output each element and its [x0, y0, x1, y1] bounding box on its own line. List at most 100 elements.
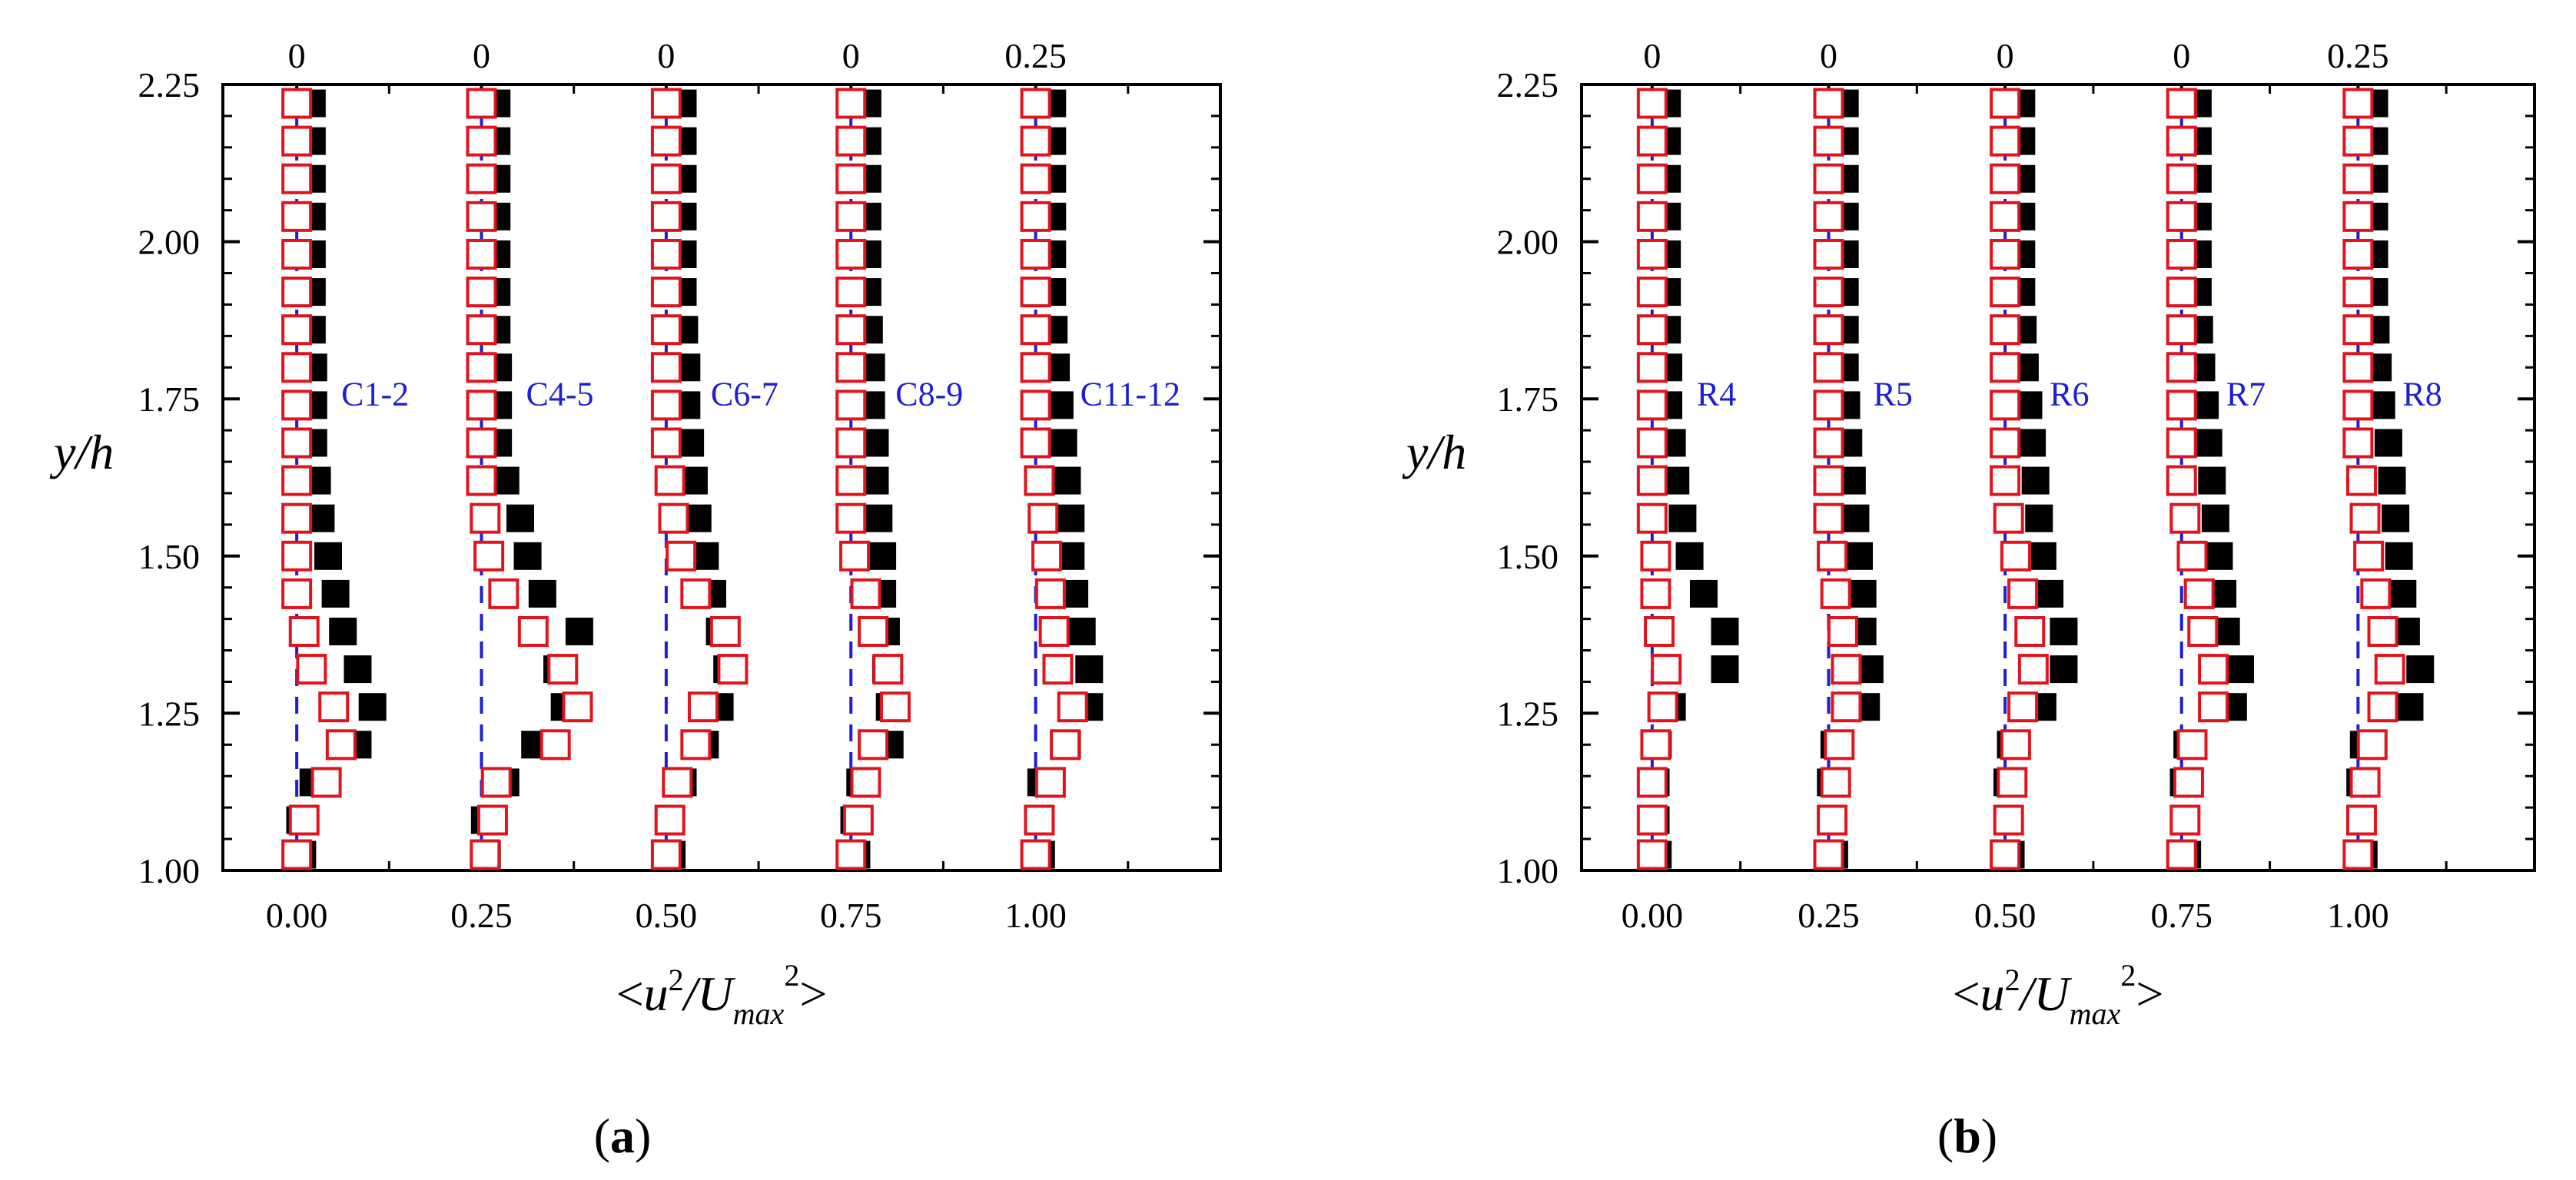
simulated-point: [517, 616, 549, 648]
simulated-point: [2166, 427, 2197, 459]
top-tick-label: 0: [1997, 36, 2014, 75]
simulated-point: [1820, 578, 1851, 609]
measured-point: [2201, 504, 2229, 532]
simulated-point: [1020, 163, 1051, 194]
simulated-point: [1997, 767, 2028, 798]
simulated-point: [1827, 616, 1858, 648]
measured-point: [1075, 655, 1104, 684]
simulated-point: [650, 201, 682, 232]
x-tick-label: 1.00: [1004, 896, 1067, 935]
panel-label-paren: (: [594, 1109, 610, 1163]
simulated-point: [835, 88, 867, 119]
station-label: C6-7: [711, 375, 778, 413]
simulated-point: [488, 578, 520, 609]
panel-label-paren: ): [635, 1109, 651, 1163]
x-axis-label-part: max: [733, 996, 785, 1031]
top-tick-label: 0.25: [1004, 36, 1067, 75]
measured-point: [1675, 542, 1704, 570]
measured-point: [1057, 504, 1085, 532]
simulated-point: [2183, 578, 2215, 609]
simulated-point: [1640, 729, 1671, 761]
simulated-point: [1813, 352, 1844, 383]
simulated-point: [2166, 277, 2197, 308]
simulated-point: [1651, 654, 1682, 685]
simulated-point: [2007, 578, 2039, 609]
simulated-point: [1813, 277, 1844, 308]
simulated-point: [839, 540, 871, 572]
y-tick-label: 1.75: [1497, 380, 1559, 419]
simulated-point: [1647, 691, 1678, 723]
panel-label: (a): [594, 1109, 652, 1163]
simulated-point: [281, 201, 313, 232]
x-axis-label-part: u: [1980, 966, 2005, 1021]
simulated-point: [1038, 616, 1070, 648]
measured-point: [2374, 429, 2402, 457]
simulated-point: [2342, 427, 2374, 459]
simulated-point: [281, 277, 313, 308]
simulated-point: [1813, 389, 1844, 421]
simulated-point: [296, 654, 327, 685]
simulated-point: [872, 654, 904, 685]
x-axis-label-part: /U: [2018, 966, 2073, 1021]
simulated-point: [842, 804, 874, 836]
simulated-point: [1824, 729, 1855, 761]
simulated-point: [1636, 502, 1668, 534]
simulated-point: [680, 578, 712, 609]
measured-point: [1049, 429, 1077, 457]
simulated-point: [1990, 465, 2021, 496]
simulated-point: [835, 201, 867, 232]
simulated-point: [835, 839, 867, 870]
measured-point: [2388, 579, 2417, 608]
x-tick-label: 0.75: [820, 896, 882, 935]
measured-point: [358, 693, 387, 721]
simulated-point: [1817, 540, 1848, 572]
simulated-point: [1813, 125, 1844, 157]
simulated-point: [1640, 540, 1671, 572]
simulated-point: [1636, 839, 1668, 870]
simulated-point: [288, 616, 320, 648]
simulated-point: [2367, 691, 2398, 723]
simulated-point: [281, 314, 313, 346]
top-tick-label: 0: [1643, 36, 1661, 75]
simulated-point: [1636, 465, 1668, 496]
x-axis-label: <u2/Umax2>: [616, 958, 828, 1031]
panel-label-paren: ): [1981, 1109, 1997, 1163]
measured-point: [1053, 466, 1081, 495]
simulated-point: [1813, 163, 1844, 194]
simulated-point: [466, 125, 497, 157]
y-tick-label: 2.00: [1497, 223, 1559, 262]
simulated-point: [654, 804, 685, 836]
simulated-point: [1031, 540, 1063, 572]
simulated-point: [2342, 314, 2374, 346]
simulated-point: [466, 427, 497, 459]
simulated-point: [1636, 352, 1668, 383]
y-tick-label: 1.00: [138, 851, 201, 890]
panel-label: (b): [1937, 1109, 1997, 1163]
simulated-point: [2356, 729, 2388, 761]
simulated-point: [288, 804, 320, 836]
simulated-point: [1990, 352, 2021, 383]
simulated-point: [466, 277, 497, 308]
simulated-point: [325, 729, 357, 761]
simulated-point: [1034, 767, 1066, 798]
simulated-point: [658, 502, 689, 534]
simulated-point: [2166, 238, 2197, 270]
simulated-point: [281, 163, 313, 194]
simulated-point: [2007, 691, 2039, 723]
measured-point: [2395, 693, 2424, 721]
simulated-point: [2367, 616, 2398, 648]
simulated-point: [2176, 729, 2208, 761]
simulated-point: [2000, 729, 2031, 761]
simulated-point: [2349, 767, 2381, 798]
simulated-point: [1636, 804, 1668, 836]
simulated-point: [2187, 616, 2219, 648]
simulated-point: [2342, 277, 2374, 308]
top-tick-label: 0.25: [2327, 36, 2389, 75]
simulated-point: [539, 729, 571, 761]
simulated-point: [1813, 502, 1844, 534]
simulated-point: [1042, 654, 1074, 685]
panel-label-letter: a: [610, 1109, 635, 1163]
x-tick-label: 0.00: [1622, 896, 1684, 935]
simulated-point: [1831, 654, 1862, 685]
